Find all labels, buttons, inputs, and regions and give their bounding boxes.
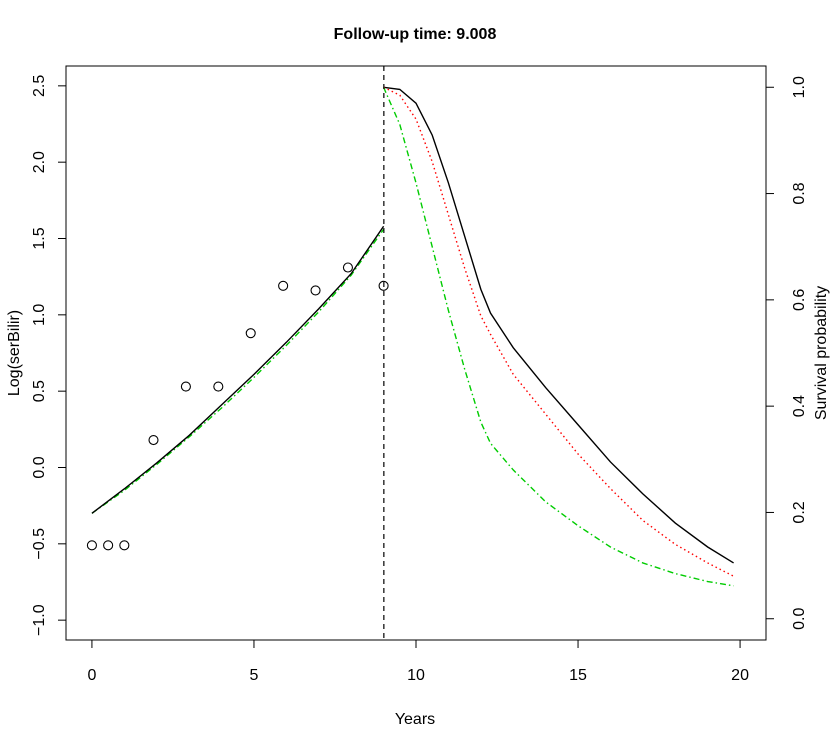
y-axis-right-label: Survival probability (813, 286, 830, 420)
survival-curve-1 (383, 86, 734, 577)
longitudinal-fit-lower-line (91, 228, 385, 514)
observation-point (119, 540, 130, 551)
x-tick-label: 0 (87, 667, 96, 684)
y-right-tick-label: 1.0 (791, 76, 808, 98)
y-axis-right: 0.0 0.2 0.4 0.6 0.8 1.0 (766, 76, 808, 630)
x-axis-label: Years (395, 711, 435, 728)
observation-point (245, 328, 256, 339)
y-axis-left: −1.0 −0.5 0.0 0.5 1.0 1.5 2.0 2.5 (31, 75, 66, 636)
observation-point (180, 381, 191, 392)
plot-frame (65, 65, 767, 641)
observation-point (103, 540, 114, 551)
chart-title: Follow-up time: 9.008 (334, 26, 497, 43)
y-axis-left-label: Log(serBilir) (6, 310, 23, 396)
observation-point (310, 285, 321, 296)
y-right-tick-label: 0.8 (791, 182, 808, 204)
x-tick-label: 20 (731, 667, 749, 684)
observation-point (86, 540, 97, 551)
x-tick-label: 10 (407, 667, 425, 684)
y-left-tick-label: 2.0 (31, 151, 48, 173)
y-left-tick-label: −1.0 (31, 604, 48, 636)
survival-curve-0 (383, 86, 734, 564)
y-left-tick-label: −0.5 (31, 528, 48, 560)
observation-point (342, 262, 353, 273)
observation-point (278, 280, 289, 291)
observation-point (378, 280, 389, 291)
y-left-tick-label: 0.0 (31, 456, 48, 478)
x-axis: 0 5 10 15 20 (87, 640, 749, 684)
y-right-tick-label: 0.2 (791, 501, 808, 523)
y-left-tick-label: 1.0 (31, 304, 48, 326)
observation-point (213, 381, 224, 392)
y-right-tick-label: 0.4 (791, 395, 808, 417)
y-left-tick-label: 2.5 (31, 75, 48, 97)
observation-points (86, 262, 389, 551)
x-tick-label: 15 (569, 667, 587, 684)
observation-point (148, 434, 159, 446)
y-left-tick-label: 1.5 (31, 227, 48, 249)
y-right-tick-label: 0.0 (791, 608, 808, 630)
y-right-tick-label: 0.6 (791, 289, 808, 311)
y-left-tick-label: 0.5 (31, 380, 48, 402)
series-layer (91, 66, 734, 640)
x-tick-label: 5 (250, 667, 259, 684)
survival-curve-2 (382, 86, 734, 587)
longitudinal-fit-line (91, 225, 385, 514)
